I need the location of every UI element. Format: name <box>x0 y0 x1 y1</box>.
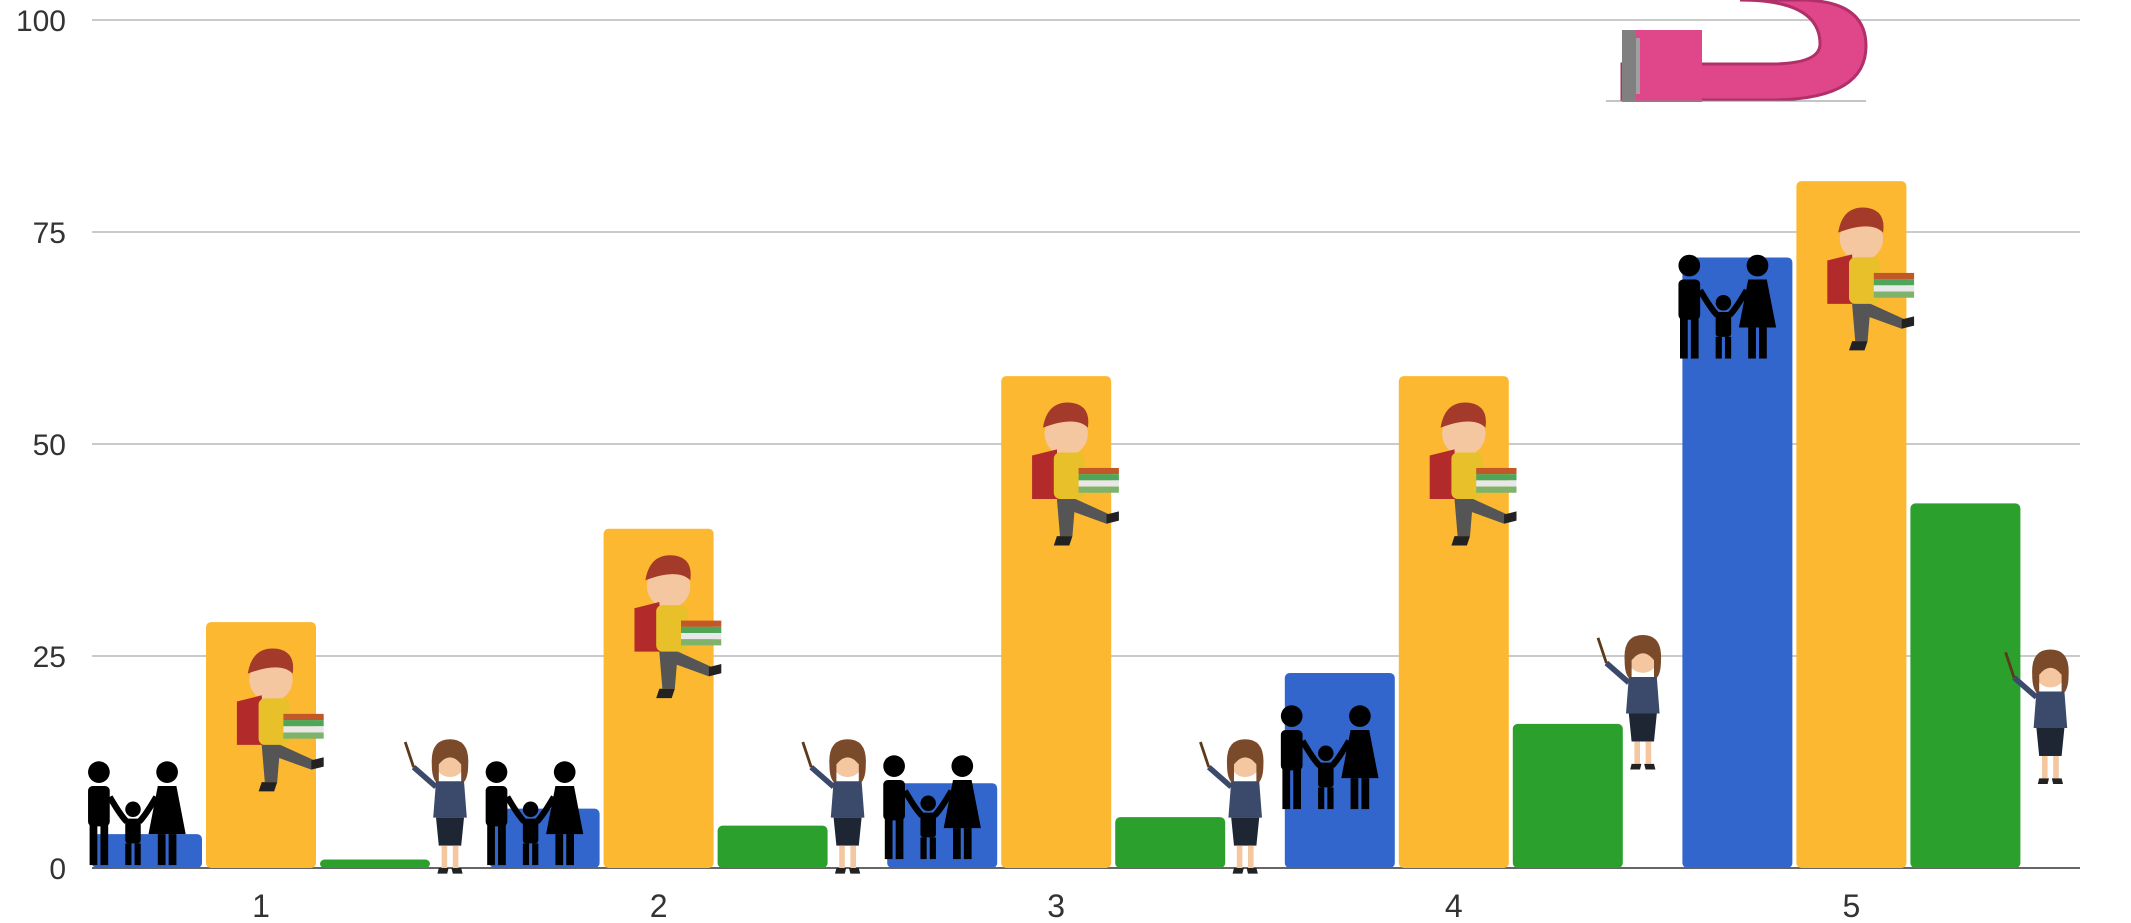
bar-series-1-cat-4 <box>1284 672 1395 868</box>
x-tick-label: 2 <box>650 888 668 923</box>
x-tick-label: 1 <box>252 888 270 923</box>
y-tick-label: 50 <box>33 429 66 462</box>
x-axis-ticks: 1 2 3 4 5 <box>252 888 1860 923</box>
y-tick-label: 75 <box>33 217 66 250</box>
bar-series-1-cat-1 <box>92 834 202 868</box>
bar-series-2-cat-5 <box>1796 181 1907 868</box>
x-tick-label: 5 <box>1843 888 1861 923</box>
bar-series-3-cat-4 <box>1512 723 1623 868</box>
y-tick-label: 25 <box>33 641 66 674</box>
bar-series-2-cat-4 <box>1398 376 1509 868</box>
bar-series-2-cat-3 <box>1001 376 1112 868</box>
family-icon <box>486 761 584 865</box>
x-tick-label: 3 <box>1047 888 1065 923</box>
family-icon <box>883 755 981 859</box>
magnet-icon <box>1606 0 1868 102</box>
y-axis-ticks: 0 25 50 75 100 <box>16 5 66 886</box>
y-tick-label: 0 <box>49 853 66 886</box>
x-tick-label: 4 <box>1445 888 1463 923</box>
bars <box>92 181 2021 868</box>
y-tick-label: 100 <box>16 5 66 38</box>
bar-series-1-cat-5 <box>1682 257 1793 868</box>
family-icon <box>88 761 186 865</box>
teacher-icon <box>405 739 468 873</box>
bar-series-3-cat-2 <box>717 825 828 868</box>
bar-series-3-cat-5 <box>1910 503 2021 868</box>
bar-series-3-cat-1 <box>320 859 430 868</box>
bar-series-3-cat-3 <box>1115 817 1226 868</box>
